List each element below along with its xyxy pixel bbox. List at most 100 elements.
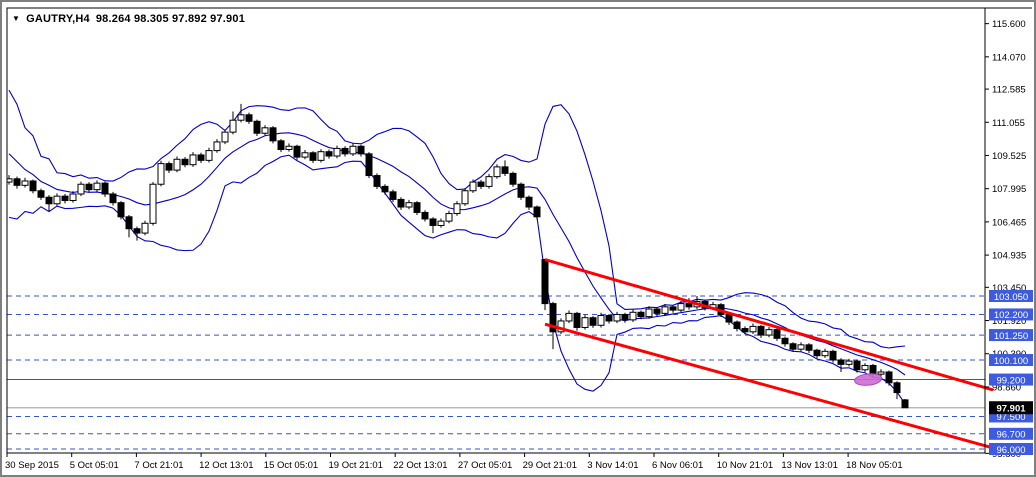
- candle: [797, 344, 805, 350]
- candle: [781, 337, 789, 345]
- time-scale-label: 15 Oct 05:01: [264, 460, 318, 471]
- candle: [293, 145, 301, 158]
- candle: [173, 158, 181, 171]
- level-price-badge: [989, 329, 1033, 342]
- channel-upper-line[interactable]: [544, 258, 994, 392]
- candle: [573, 312, 581, 328]
- candle: [373, 175, 381, 187]
- candle: [85, 183, 93, 191]
- candle: [749, 325, 757, 333]
- candle: [45, 196, 53, 205]
- candle: [165, 163, 173, 171]
- chevron-down-icon[interactable]: ▼: [12, 14, 21, 23]
- plot-border: [6, 7, 986, 454]
- candle: [821, 350, 829, 357]
- candle: [7, 178, 13, 183]
- candle: [397, 198, 405, 208]
- trend-channel[interactable]: [544, 258, 994, 450]
- candle: [861, 364, 869, 371]
- candle: [653, 308, 661, 314]
- level-badge-label: 99.200: [996, 375, 1025, 386]
- time-scale-label: 18 Nov 05:01: [846, 460, 903, 471]
- level-badge-label: 100.100: [994, 356, 1028, 367]
- candle: [677, 303, 685, 311]
- candle: [389, 191, 397, 200]
- candle: [301, 152, 309, 158]
- price-axis[interactable]: 115.600 114.070 112.585 111.055 109.525 107.9…: [985, 19, 1033, 460]
- time-scale-label: 7 Oct 21:01: [134, 460, 183, 471]
- candle: [109, 193, 117, 204]
- current-price-label: 97.901: [996, 404, 1026, 415]
- candle: [101, 182, 109, 195]
- level-lines: [7, 295, 985, 450]
- price-scale-label: 114.070: [992, 52, 1026, 63]
- candle: [349, 145, 357, 155]
- candle: [757, 325, 765, 336]
- candle: [885, 371, 893, 384]
- candle: [309, 152, 317, 161]
- candle: [149, 183, 157, 224]
- candle: [269, 127, 277, 142]
- time-axis[interactable]: 30 Sep 2015 5 Oct 05:01 7 Oct 21:01 12 Oct …: [5, 453, 903, 471]
- level-badge-label: 96.700: [996, 430, 1025, 441]
- time-scale-label: 27 Oct 05:01: [458, 460, 512, 471]
- candle: [501, 166, 509, 174]
- candle: [93, 182, 101, 191]
- candle: [733, 321, 741, 330]
- time-scale-label: 3 Nov 14:01: [587, 460, 638, 471]
- level-badge-label: 97.500: [996, 412, 1025, 423]
- candle: [181, 158, 189, 166]
- candle: [285, 145, 293, 151]
- candle: [845, 360, 853, 365]
- ohlc-quotes-label: 98.264 98.305 97.892 97.901: [95, 13, 246, 25]
- price-scale-label: 107.995: [992, 184, 1026, 195]
- channel-lower-line[interactable]: [544, 322, 994, 450]
- candle: [453, 203, 461, 215]
- level-price-badge: [989, 290, 1033, 302]
- candle: [405, 202, 413, 208]
- candle: [37, 190, 45, 198]
- time-scale-label: 6 Nov 06:01: [652, 460, 703, 471]
- candle: [613, 313, 621, 322]
- candle: [493, 166, 501, 178]
- candle: [525, 196, 533, 208]
- chart-header: ▼ GAUTRY,H4 98.264 98.305 97.892 97.901: [12, 13, 245, 25]
- candle: [413, 202, 421, 213]
- candle: [901, 399, 909, 409]
- price-scale-label: 106.465: [992, 217, 1026, 228]
- level-price-badge: [989, 354, 1033, 367]
- price-scale-label: 109.525: [992, 151, 1026, 162]
- candle: [429, 218, 437, 226]
- time-scale-label: 30 Sep 2015: [5, 460, 59, 471]
- price-scale-label: 101.920: [992, 316, 1026, 327]
- time-scale-label: 5 Oct 05:01: [70, 460, 119, 471]
- time-scale-label: 10 Nov 21:01: [717, 460, 774, 471]
- symbol-period-label: GAUTRY,H4: [26, 13, 90, 25]
- bollinger-bands: [8, 89, 906, 405]
- candle: [221, 131, 229, 143]
- candle: [725, 313, 733, 323]
- candle: [837, 359, 845, 365]
- price-scale-label: 115.600: [992, 19, 1026, 30]
- candle: [517, 183, 525, 198]
- candle: [789, 343, 797, 350]
- candle: [125, 216, 133, 230]
- time-scale-label: 22 Oct 13:01: [393, 460, 447, 471]
- candle: [893, 382, 901, 394]
- level-price-badge: [989, 427, 1033, 440]
- candle: [365, 153, 373, 177]
- level-price-badge: [989, 442, 1033, 455]
- candle: [533, 206, 541, 218]
- price-scale-label: 112.585: [992, 85, 1026, 96]
- ellipse-annotation[interactable]: [854, 373, 883, 387]
- candle: [773, 329, 781, 339]
- candle: [437, 220, 445, 226]
- bollinger-lower-band: [8, 154, 906, 405]
- candle: [53, 195, 61, 205]
- candle: [61, 195, 69, 202]
- candle: [661, 306, 669, 314]
- price-scale-label: 111.055: [992, 118, 1025, 129]
- time-scale-label: 13 Nov 13:01: [781, 460, 838, 471]
